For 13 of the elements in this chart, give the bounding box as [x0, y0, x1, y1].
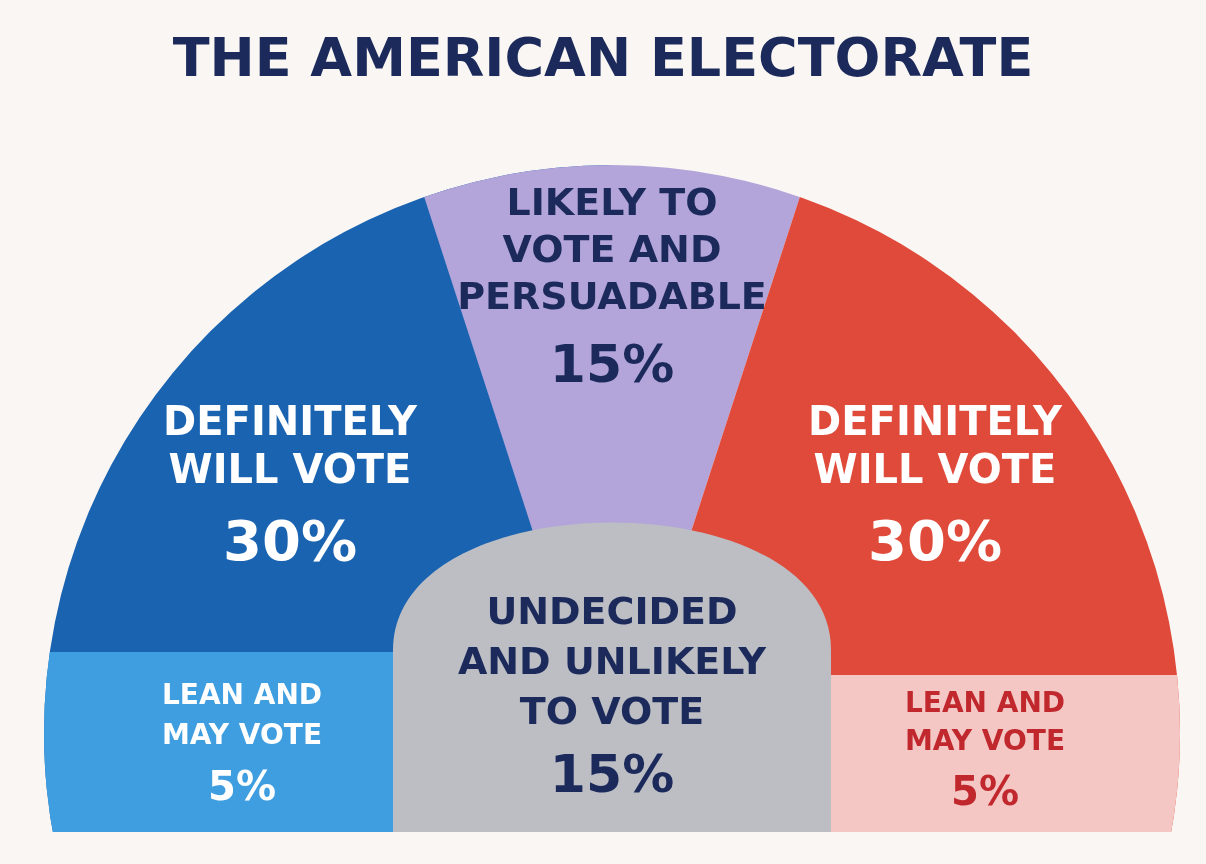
- category-label: LEAN AND MAY VOTE: [161, 678, 323, 752]
- data-label: 15%: [549, 333, 675, 394]
- data-label: 5%: [951, 768, 1019, 815]
- category-label: DEFINITELY WILL VOTE: [808, 398, 1063, 493]
- data-label: 5%: [208, 763, 276, 810]
- category-label: UNDECIDED AND UNLIKELY TO VOTE: [457, 588, 767, 733]
- text: THE AMERICAN ELECTORATE: [172, 26, 1034, 90]
- data-label: 30%: [222, 507, 358, 573]
- category-label: LIKELY TO VOTE AND PERSUADABLE: [457, 179, 767, 318]
- data-label: 30%: [867, 507, 1003, 573]
- category-label: LEAN AND MAY VOTE: [904, 686, 1066, 758]
- data-label: 15%: [549, 743, 675, 804]
- category-label: DEFINITELY WILL VOTE: [163, 398, 418, 493]
